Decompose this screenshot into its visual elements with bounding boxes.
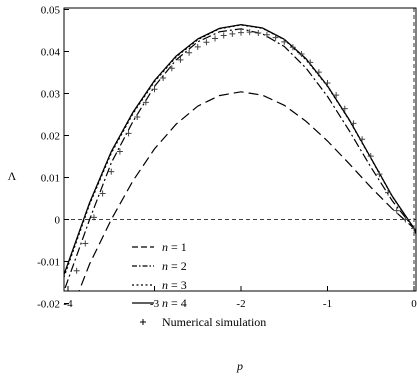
simulation-point	[194, 43, 201, 50]
simulation-point	[168, 65, 175, 72]
simulation-point	[186, 49, 193, 56]
simulation-point	[359, 136, 366, 143]
y-axis-label: Λ	[8, 169, 17, 183]
simulation-point	[177, 56, 184, 63]
simulation-point	[315, 69, 322, 76]
legend-value: = 1	[168, 240, 187, 254]
simulation-point	[125, 130, 132, 137]
simulation-point	[263, 31, 270, 38]
legend-item-4: n = 4	[132, 296, 187, 310]
x-tick-label: -3	[150, 298, 160, 310]
series-4	[64, 23, 416, 277]
legend-value: = 4	[168, 296, 187, 310]
simulation-point	[56, 322, 62, 328]
legend-value: = 2	[168, 259, 187, 273]
simulation-point	[229, 30, 236, 37]
legend-value: = 3	[168, 278, 187, 292]
simulation-point	[255, 30, 262, 37]
legend-variable: n	[162, 240, 168, 254]
x-tick-label: -1	[323, 298, 332, 310]
series-line	[78, 91, 416, 291]
simulation-point	[324, 80, 331, 86]
simulation-point	[289, 44, 296, 51]
y-tick-label: 0.05	[41, 5, 61, 17]
simulation-point	[212, 35, 219, 42]
x-tick-label: -2	[236, 298, 245, 310]
simulation-point	[73, 267, 80, 274]
simulation-point	[341, 105, 348, 112]
legend-variable: n	[162, 296, 168, 310]
simulation-point	[134, 114, 141, 121]
legend-label: Numerical simulation	[162, 315, 266, 329]
simulation-point	[402, 216, 409, 223]
y-tick-label: -0.02	[37, 299, 60, 311]
legend-item-2: n = 2	[132, 259, 187, 273]
simulation-point	[272, 34, 279, 41]
simulation-point	[246, 29, 253, 36]
reference-lines	[64, 8, 416, 291]
series-1	[78, 91, 416, 291]
simulation-point	[142, 99, 149, 106]
y-tick-label: 0	[55, 215, 61, 227]
legend-marker	[140, 319, 146, 325]
series-2	[64, 28, 416, 291]
y-tick-label: -0.01	[37, 257, 60, 269]
simulation-point	[220, 32, 227, 39]
legend-label: n = 2	[162, 259, 187, 273]
legend-item-3: n = 3	[132, 278, 187, 292]
simulation-point	[367, 153, 374, 160]
x-axis-ticks: -4 -3 -2 -1 0	[63, 286, 417, 310]
simulation-point	[108, 168, 115, 175]
y-tick-label: 0.01	[41, 173, 60, 185]
simulation-point	[376, 171, 383, 178]
legend-item-1: n = 1	[132, 240, 187, 254]
plot-frame	[63, 7, 417, 292]
simulation-point	[82, 240, 89, 247]
y-tick-label: 0.04	[41, 47, 61, 59]
series-line	[64, 23, 416, 277]
simulation-point	[350, 120, 357, 127]
simulation-point	[90, 214, 97, 221]
series-layer	[56, 23, 416, 328]
x-tick-label: 0	[411, 298, 417, 310]
y-tick-label: 0.03	[41, 89, 61, 101]
simulation-point	[385, 189, 392, 196]
y-axis-ticks: -0.02 -0.01 0 0.01 0.02 0.03 0.04 0.05	[37, 5, 69, 311]
series-line	[64, 28, 416, 291]
simulation-point	[281, 38, 288, 45]
legend-item-5: Numerical simulation	[140, 315, 266, 329]
legend-label: n = 4	[162, 296, 187, 310]
x-axis-label: p	[236, 359, 243, 373]
simulation-point	[238, 29, 244, 36]
simulation-point	[307, 59, 314, 66]
simulation-point	[393, 207, 400, 214]
simulation-point	[411, 225, 416, 232]
legend-variable: n	[162, 259, 168, 273]
simulation-point	[333, 92, 340, 99]
simulation-point	[203, 39, 210, 46]
legend-label: n = 3	[162, 278, 187, 292]
simulation-point	[151, 86, 158, 93]
simulation-point	[99, 190, 106, 197]
series-5	[56, 29, 416, 328]
y-tick-label: 0.02	[41, 131, 60, 143]
legend-variable: n	[162, 278, 168, 292]
simulation-point	[298, 51, 305, 58]
simulation-point	[116, 148, 123, 155]
legend-label: n = 1	[162, 240, 187, 254]
simulation-point	[160, 74, 167, 81]
